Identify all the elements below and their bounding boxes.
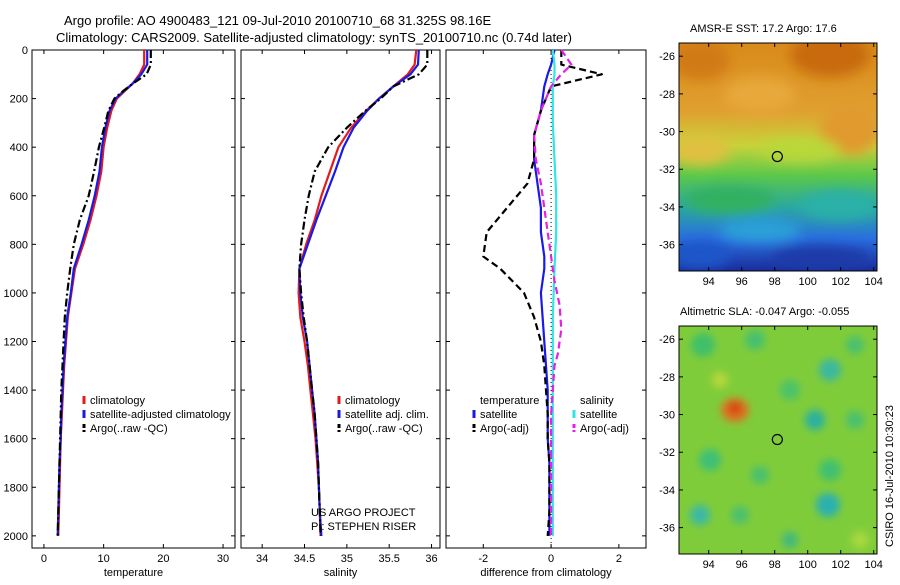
y-tick-label: 400	[10, 142, 28, 154]
legend-title: salinity	[580, 395, 614, 407]
x-tick-label: 35.5	[378, 553, 399, 565]
sst-map-frame	[678, 42, 878, 272]
legend-label: satellite-adjusted climatology	[90, 409, 231, 421]
sst-map: AMSR-E SST: 17.2 Argo: 17.6 94 96 98 100 102…	[659, 23, 883, 288]
x-tick-label: 35	[341, 553, 353, 565]
figure-title-line2: Climatology: CARS2009. Satellite-adjuste…	[56, 30, 572, 45]
x-tick-label: 102	[832, 559, 850, 571]
x-tick-label: 96	[736, 276, 748, 288]
sla-map-frame	[678, 325, 878, 555]
y-tick-label: -32	[659, 447, 675, 459]
legend-label: satellite	[580, 409, 617, 421]
plot-frame	[240, 49, 441, 549]
x-tick-label: 34	[256, 553, 268, 565]
x-tick-label: 2	[616, 553, 622, 565]
salinity-panel: 34 34.5 35 35.5 36 salinity climatology satelli…	[240, 49, 441, 579]
x-tick-label: 94	[703, 559, 715, 571]
sst-map-title: AMSR-E SST: 17.2 Argo: 17.6	[690, 23, 837, 35]
y-tick-label: 2000	[4, 531, 28, 543]
y-tick-label: -26	[659, 334, 675, 346]
x-tick-label: 104	[865, 559, 883, 571]
y-tick-label: -34	[659, 202, 675, 214]
x-tick-label: -2	[478, 553, 488, 565]
x-tick-label: 20	[157, 553, 169, 565]
x-tick-label: 104	[865, 276, 883, 288]
x-tick-label: 100	[799, 559, 817, 571]
series-line	[482, 50, 603, 536]
y-tick-label: -28	[659, 372, 675, 384]
x-tick-label: 10	[98, 553, 110, 565]
series-line	[551, 49, 558, 536]
annotation-text: PI: STEPHEN RISER	[311, 521, 416, 533]
legend-label: Argo(-adj)	[480, 423, 529, 435]
x-axis-label: temperature	[104, 567, 163, 579]
y-tick-label: 1800	[4, 482, 28, 494]
x-tick-label: 102	[832, 276, 850, 288]
y-tick-label: -30	[659, 127, 675, 139]
y-tick-label: 800	[10, 239, 28, 251]
temperature-panel: 0 200 400 600 800 1000 1200 1400 1600 1800 2000 0 10…	[4, 45, 236, 579]
sla-field	[679, 326, 877, 554]
x-tick-label: 36	[425, 553, 437, 565]
x-tick-label: 0	[548, 553, 554, 565]
plot-frame	[445, 49, 647, 549]
y-tick-label: 1200	[4, 337, 28, 349]
side-label: CSIRO 16-Jul-2010 10:30:23	[884, 405, 896, 547]
x-tick-label: 34.5	[294, 553, 315, 565]
legend-title: temperature	[480, 395, 539, 407]
y-tick-label: 0	[22, 45, 28, 57]
series-line	[533, 49, 573, 536]
x-tick-label: 98	[769, 276, 781, 288]
annotation-text: US ARGO PROJECT	[311, 507, 416, 519]
legend-label: satellite	[480, 409, 517, 421]
y-tick-label: -36	[659, 523, 675, 535]
x-tick-label: 100	[799, 276, 817, 288]
float-position-marker	[771, 150, 783, 163]
y-tick-label: 200	[10, 94, 28, 106]
y-tick-label: 1400	[4, 385, 28, 397]
sla-map-title: Altimetric SLA: -0.047 Argo: -0.055	[680, 306, 849, 318]
sst-field	[679, 43, 877, 271]
y-tick-label: -30	[659, 410, 675, 422]
y-tick-label: 1000	[4, 288, 28, 300]
x-tick-label: 0	[41, 553, 47, 565]
legend-label: Argo(..raw -QC)	[90, 423, 168, 435]
legend-label: Argo(-adj)	[580, 423, 629, 435]
y-tick-label: -28	[659, 89, 675, 101]
sla-map: Altimetric SLA: -0.047 Argo: -0.055	[659, 306, 883, 571]
float-position-marker	[771, 433, 783, 446]
series-line	[56, 50, 152, 536]
y-tick-label: -34	[659, 485, 675, 497]
x-tick-label: 94	[703, 276, 715, 288]
plot-frame	[31, 49, 236, 549]
y-tick-label: -32	[659, 164, 675, 176]
series-line	[298, 50, 429, 536]
legend-label: climatology	[90, 395, 146, 407]
y-tick-label: -36	[659, 240, 675, 252]
legend-label: climatology	[345, 395, 401, 407]
figure-title-line1: Argo profile: AO 4900483_121 09-Jul-2010…	[64, 13, 492, 28]
sst-map-axes: 94 96 98 100 102 104 -26 -28 -30 -32 -34 -36	[659, 43, 883, 288]
sla-map-axes: 94 96 98 100 102 104 -26 -28 -30 -32 -34 -36	[659, 326, 883, 571]
y-tick-label: 600	[10, 191, 28, 203]
legend-label: satellite adj. clim.	[345, 409, 429, 421]
legend-label: Argo(..raw -QC)	[345, 423, 423, 435]
x-axis-label: salinity	[324, 567, 358, 579]
x-tick-label: 96	[736, 559, 748, 571]
x-tick-label: 30	[217, 553, 229, 565]
y-tick-label: -26	[659, 51, 675, 63]
difference-panel: -2 0 2 difference from climatology temperatu…	[445, 49, 647, 579]
y-tick-label: 1600	[4, 434, 28, 446]
x-axis-label: difference from climatology	[480, 567, 612, 579]
x-tick-label: 98	[769, 559, 781, 571]
